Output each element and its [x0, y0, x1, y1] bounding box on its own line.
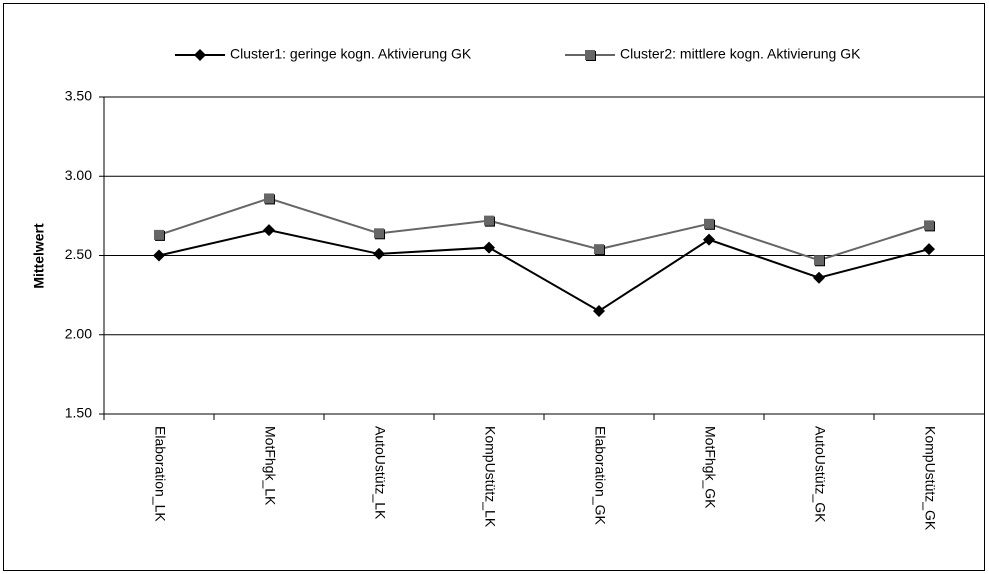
marker — [585, 50, 595, 60]
marker — [703, 233, 715, 246]
y-tick-label: 2.50 — [65, 246, 92, 262]
x-tick-label: KompUstütz_LK — [482, 426, 498, 528]
marker — [484, 215, 494, 226]
series-line — [158, 229, 930, 313]
x-tick-label: AutoUstütz_LK — [372, 426, 388, 520]
chart-border — [3, 3, 985, 571]
marker — [263, 224, 275, 237]
marker — [813, 271, 825, 284]
x-tick-label: Elaboration_LK — [152, 426, 168, 522]
series-line — [158, 197, 930, 262]
marker — [154, 229, 164, 240]
marker — [264, 193, 274, 204]
x-tick-label: Elaboration_GK — [592, 426, 608, 526]
marker — [194, 49, 206, 61]
marker — [153, 249, 165, 262]
x-tick-label: MotFhgk_GK — [702, 426, 718, 509]
marker — [924, 220, 934, 231]
y-tick-label: 3.00 — [65, 167, 92, 183]
marker — [814, 255, 824, 266]
y-tick-label: 2.00 — [65, 325, 92, 341]
y-tick-label: 3.50 — [65, 88, 92, 104]
x-tick-label: KompUstütz_GK — [922, 426, 938, 531]
marker — [593, 304, 605, 317]
x-tick-label: AutoUstütz_GK — [812, 426, 828, 523]
y-tick-label: 1.50 — [65, 405, 92, 421]
legend-label: Cluster2: mittlere kogn. Aktivierung GK — [620, 46, 861, 62]
marker — [483, 241, 495, 254]
marker — [374, 228, 384, 239]
marker — [594, 244, 604, 255]
marker — [923, 243, 935, 256]
legend-label: Cluster1: geringe kogn. Aktivierung GK — [230, 46, 472, 62]
x-tick-label: MotFhgk_LK — [262, 426, 278, 506]
marker — [704, 218, 714, 229]
marker — [373, 247, 385, 260]
y-axis-label: Mittelwert — [31, 223, 47, 289]
